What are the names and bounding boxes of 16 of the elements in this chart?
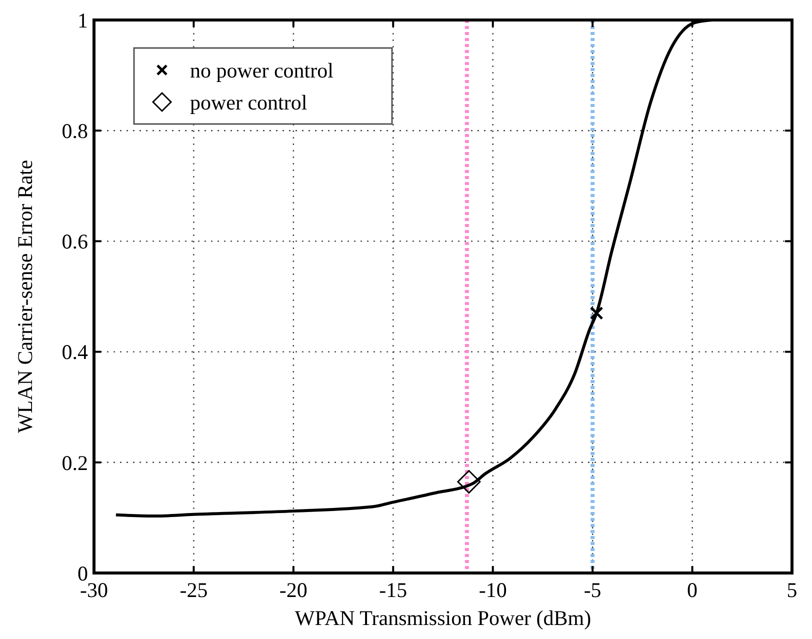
x-tick-label: 5 <box>786 578 798 602</box>
legend-label: power control <box>190 90 308 114</box>
x-tick-label: -15 <box>379 578 408 602</box>
x-tick-label: -20 <box>279 578 308 602</box>
y-tick-label: 0.8 <box>62 118 88 143</box>
legend-label: no power control <box>190 58 334 82</box>
y-tick-label: 0.6 <box>62 230 88 254</box>
x-tick-label: -10 <box>478 578 507 602</box>
y-axis-title: WLAN Carrier-sense Error Rate <box>13 160 37 434</box>
x-tick-label: -5 <box>584 578 602 602</box>
x-tick-label: -25 <box>180 578 208 602</box>
y-tick-label: 0.4 <box>62 340 88 364</box>
y-tick-label: 1 <box>78 8 88 32</box>
x-axis-title: WPAN Transmission Power (dBm) <box>294 606 592 630</box>
x-tick-label: 0 <box>687 578 698 602</box>
y-tick-label: 0.2 <box>62 450 88 475</box>
